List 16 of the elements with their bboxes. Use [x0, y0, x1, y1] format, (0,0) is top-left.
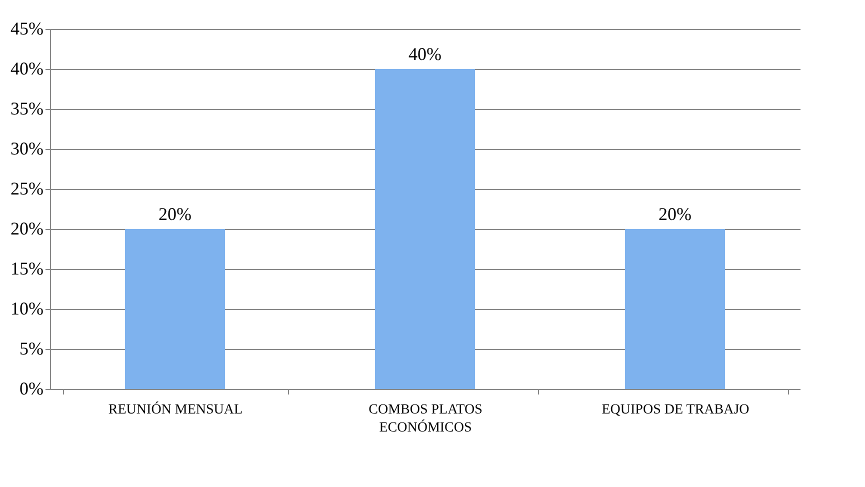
data-label: 40%: [408, 44, 442, 64]
y-tick-label: 40%: [10, 58, 44, 78]
y-tick-label: 30%: [10, 138, 44, 158]
x-tick-label: REUNIÓN MENSUAL: [108, 400, 243, 418]
y-tick-label: 10%: [10, 298, 44, 318]
x-tick-label: EQUIPOS DE TRABAJO: [602, 402, 750, 418]
data-label: 20%: [158, 204, 192, 224]
y-tick-label: 45%: [10, 18, 44, 38]
y-tick-label: 15%: [10, 258, 44, 278]
y-tick-label: 5%: [20, 338, 44, 358]
data-label: 20%: [658, 204, 692, 224]
y-tick-label: 25%: [10, 178, 44, 198]
y-tick-label: 20%: [10, 218, 44, 238]
y-tick-label: 0%: [20, 378, 44, 398]
x-tick-label: COMBOS PLATOS ECONÓMICOS: [368, 402, 482, 436]
y-tick-label: 35%: [10, 98, 44, 118]
